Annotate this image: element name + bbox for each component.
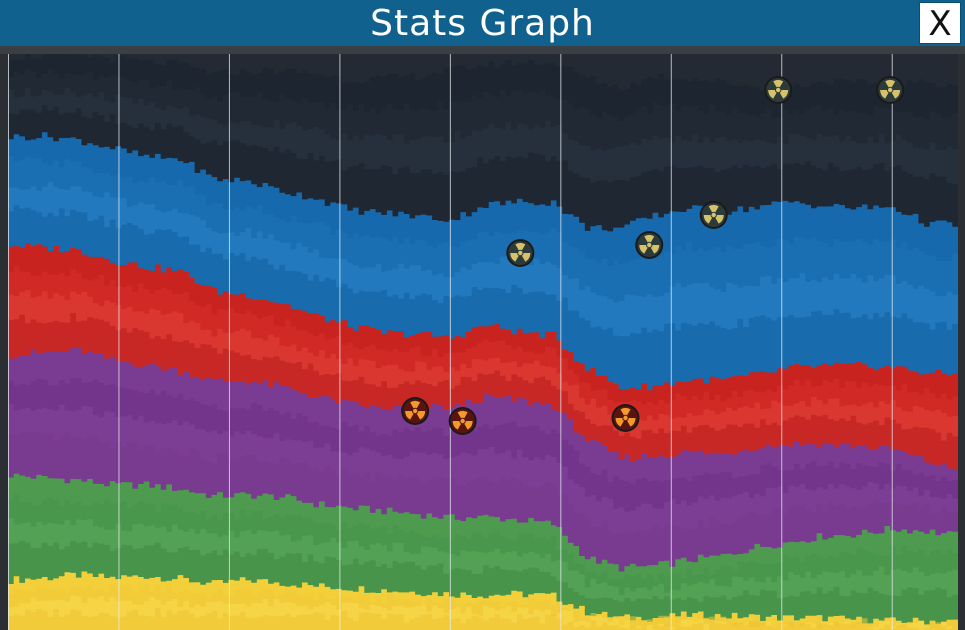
left-frame	[0, 54, 8, 630]
stats-graph	[8, 54, 958, 630]
nuclear-marker-icon[interactable]	[635, 231, 664, 259]
title-bar: Stats Graph X	[0, 0, 965, 46]
series-shade-0-3	[8, 607, 958, 630]
nuclear-marker-icon[interactable]	[764, 76, 793, 104]
right-frame	[958, 54, 965, 630]
nuclear-marker-icon[interactable]	[401, 397, 430, 425]
nuclear-marker-icon[interactable]	[876, 76, 905, 104]
nuclear-marker-icon[interactable]	[448, 407, 477, 435]
window-title: Stats Graph	[370, 3, 595, 44]
title-separator	[0, 46, 965, 54]
nuclear-marker-icon[interactable]	[611, 404, 640, 432]
stacked-area-chart	[8, 54, 958, 630]
nuclear-marker-icon[interactable]	[699, 201, 728, 229]
nuclear-marker-icon[interactable]	[506, 239, 535, 267]
close-button[interactable]: X	[919, 2, 961, 44]
